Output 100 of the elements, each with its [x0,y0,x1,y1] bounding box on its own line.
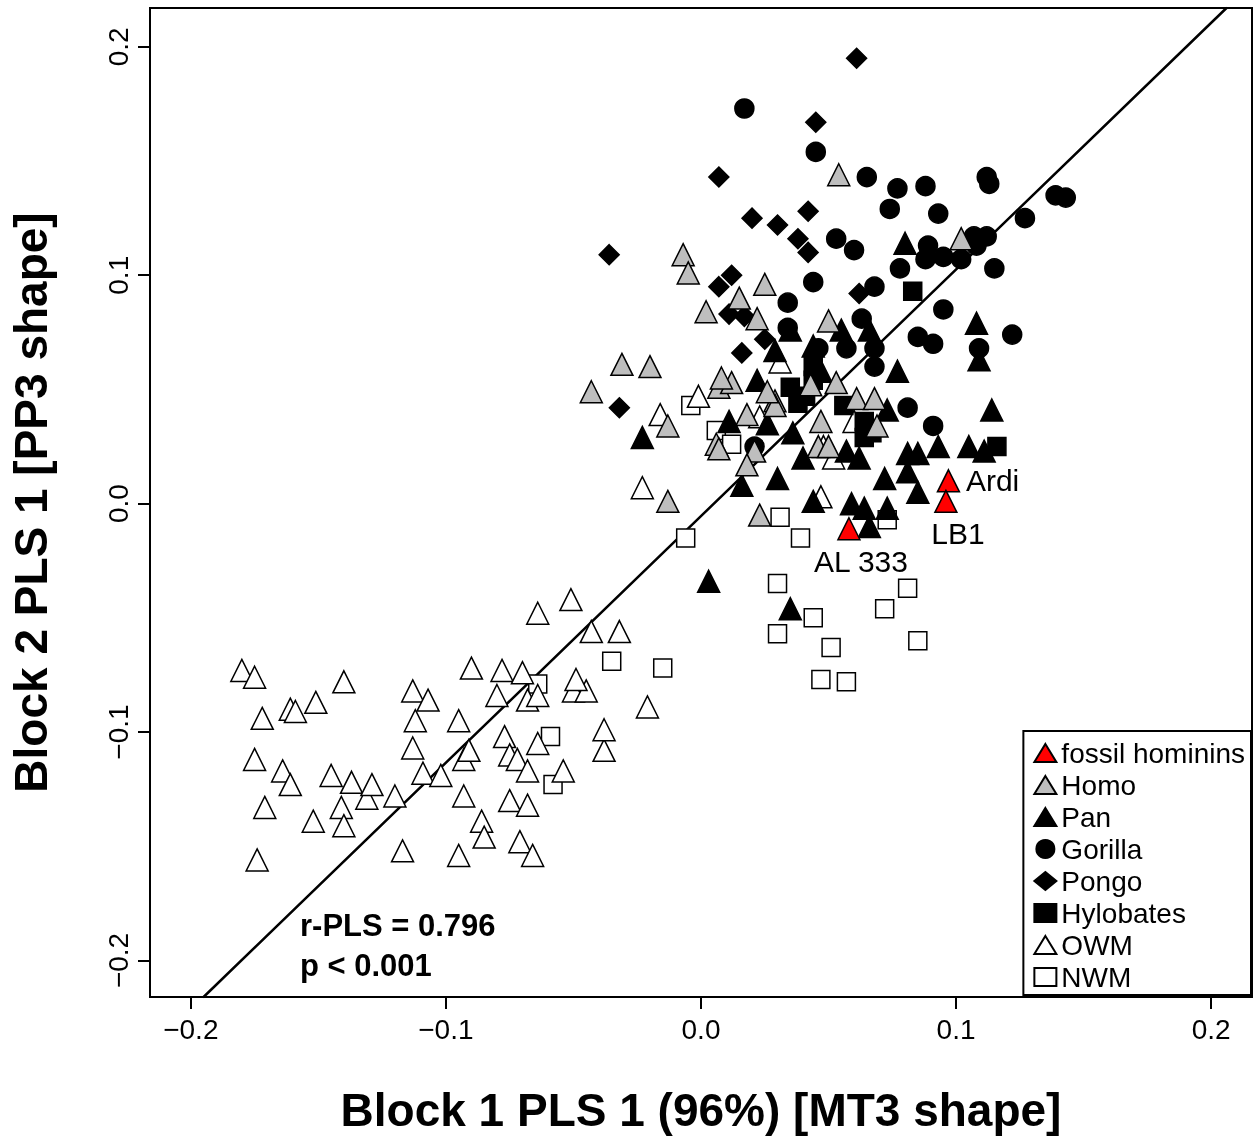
point [727,286,752,310]
annotation: AL 333 [813,544,908,578]
point [936,469,961,493]
annotation: LB1 [931,517,985,551]
point [864,276,885,297]
point [837,517,861,541]
point [872,466,897,491]
point [805,111,827,133]
point [791,446,815,470]
point [893,231,917,256]
point [735,453,759,477]
point [787,227,809,250]
point [862,386,887,411]
point [902,281,923,301]
point [797,200,819,223]
point [734,98,755,119]
point [816,309,841,333]
point [897,578,918,598]
point [906,480,930,504]
annotation: r-PLS = 0.796 [300,908,496,943]
point [857,318,882,342]
point [879,198,901,220]
legend-label: Gorilla [1061,833,1143,865]
point [949,226,973,251]
point [708,166,730,188]
point [1055,187,1077,208]
x-axis-title: Block 1 PLS 1 (96%) [MT3 shape] [340,1084,1062,1136]
point [803,271,824,293]
legend-label: fossil hominins [1061,737,1246,769]
point [821,637,841,658]
point [610,352,634,377]
point [763,338,787,363]
point [770,507,790,528]
annotation: Ardi [965,464,1020,498]
point [777,292,798,313]
point [579,379,604,404]
point [827,162,851,187]
point [864,356,885,377]
point [741,207,763,229]
point [851,308,872,329]
point [707,437,731,461]
point [922,333,944,354]
point [915,249,936,270]
point [897,397,918,418]
point [933,299,954,320]
x-tick-label: 0.1 [936,1013,976,1045]
point [798,373,823,397]
point [836,672,857,692]
point [656,489,680,514]
annotation: p < 0.001 [300,948,432,983]
point [747,503,772,527]
y-axis-title: Block 2 PLS 1 [PP3 shape] [5,212,57,793]
point [803,608,823,628]
point [731,342,753,364]
point [671,242,695,267]
point [540,726,561,747]
point [845,47,868,69]
y-tick-label: 0.0 [102,484,134,524]
point [598,243,620,266]
legend-label: Pongo [1061,865,1143,897]
point [847,446,871,470]
point [766,214,789,236]
point [964,311,989,335]
point [805,141,827,163]
point [765,466,790,491]
point [843,239,865,261]
point [675,528,696,548]
point [856,166,878,188]
point [811,669,831,690]
point [972,439,996,463]
point [801,334,825,358]
y-tick-label: 0.1 [102,255,134,295]
point [848,282,870,305]
point [980,398,1004,422]
point [915,175,936,197]
point [767,624,788,644]
legend-label: NWM [1061,961,1132,993]
point [926,434,950,459]
point [979,173,1000,195]
y-tick-label: 0.2 [102,27,134,67]
point [987,436,1007,457]
point [709,366,734,390]
point [601,651,622,671]
point [801,489,825,514]
point [638,354,662,379]
point [889,258,911,279]
x-tick-label: −0.1 [418,1013,474,1045]
legend-label: Pan [1061,801,1112,833]
point [781,421,805,445]
point [874,598,895,619]
point [790,528,811,548]
point [825,228,847,249]
x-tick-label: 0.0 [681,1013,721,1045]
point [875,496,899,520]
point [1001,324,1023,345]
point [908,630,928,651]
point [676,261,700,285]
point [753,272,777,297]
legend-label: Hylobates [1061,897,1186,929]
point [984,258,1005,279]
